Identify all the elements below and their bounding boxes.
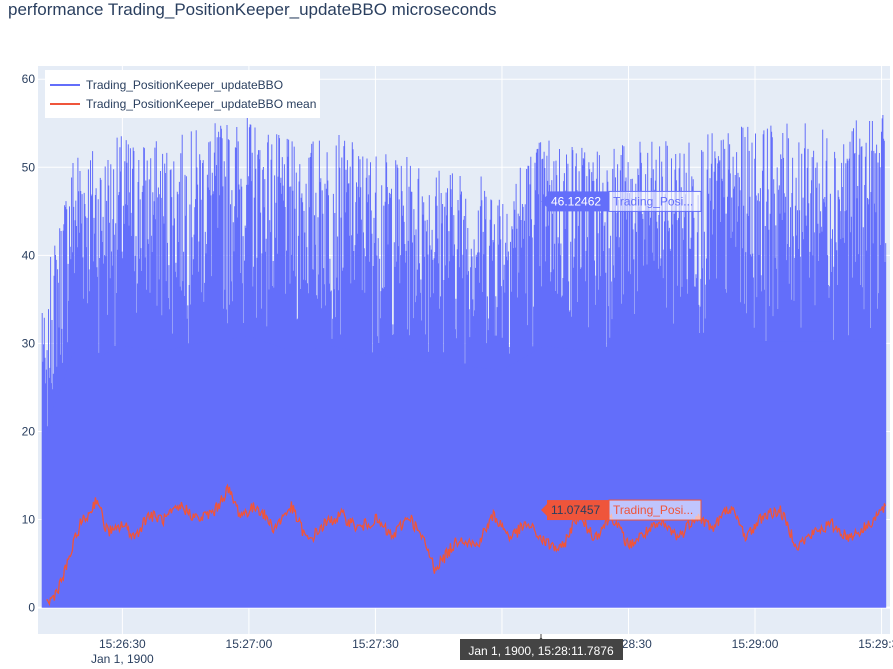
- legend-label[interactable]: Trading_PositionKeeper_updateBBO: [86, 78, 283, 92]
- chart-title: performance Trading_PositionKeeper_updat…: [8, 0, 497, 19]
- hover-value-box: [547, 500, 609, 521]
- hover-series-box: [608, 190, 702, 212]
- hover-value-box: [547, 191, 609, 212]
- x-tick-label: 15:29:00: [732, 637, 779, 651]
- hover-series-label: Trading_Posi...: [613, 194, 693, 208]
- y-tick-label: 10: [22, 513, 36, 527]
- x-tick-label: 15:27:30: [352, 637, 399, 651]
- hover-value-label: 11.07457: [551, 503, 600, 517]
- hover-value-label: 46.12462: [551, 194, 601, 208]
- y-tick-label: 20: [22, 424, 36, 438]
- y-tick-label: 0: [28, 601, 35, 615]
- series-mean-line[interactable]: [46, 483, 887, 607]
- legend-label[interactable]: Trading_PositionKeeper_updateBBO mean: [86, 97, 316, 111]
- hover-point-arrow: [541, 504, 547, 517]
- hover-point-arrow: [541, 195, 547, 208]
- legend-box: [45, 70, 320, 118]
- hover-x-label: Jan 1, 1900, 15:28:11.7876: [468, 644, 614, 658]
- y-tick-label: 50: [22, 160, 36, 174]
- y-tick-label: 40: [22, 248, 36, 262]
- hover-series-box: [608, 499, 702, 521]
- y-tick-label: 30: [22, 336, 36, 350]
- hover-x-box: [460, 639, 623, 660]
- series-updatebbo-band: [42, 336, 886, 608]
- x-date-label: Jan 1, 1900: [91, 652, 154, 666]
- x-tick-label: 15:29:30: [858, 637, 893, 651]
- x-tick-label: 15:26:30: [99, 637, 146, 651]
- x-tick-label: 15:27:00: [226, 637, 273, 651]
- hover-series-label: Trading_Posi...: [613, 503, 693, 517]
- y-tick-label: 60: [22, 72, 36, 86]
